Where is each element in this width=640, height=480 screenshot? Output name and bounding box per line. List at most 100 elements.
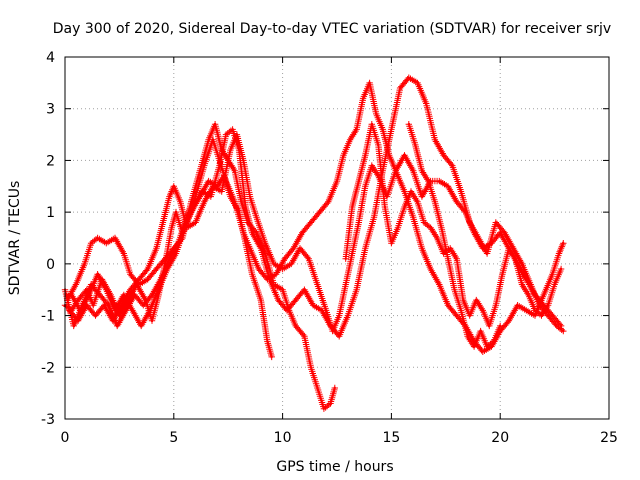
data-point xyxy=(403,190,406,193)
data-point xyxy=(503,231,506,234)
data-point xyxy=(377,143,380,147)
data-point xyxy=(324,309,328,312)
data-point xyxy=(398,86,402,90)
data-point xyxy=(177,242,180,245)
data-point xyxy=(303,335,306,338)
data-point xyxy=(292,247,295,250)
data-point xyxy=(233,200,236,203)
data-point xyxy=(348,138,352,141)
data-point xyxy=(390,128,393,131)
data-point xyxy=(120,304,123,307)
data-point xyxy=(142,304,145,307)
x-tick-label: 15 xyxy=(382,430,400,446)
data-point xyxy=(113,309,117,312)
data-point xyxy=(294,324,297,328)
data-point xyxy=(172,185,175,188)
data-point xyxy=(207,138,210,141)
data-point xyxy=(266,278,269,281)
data-point xyxy=(170,226,173,229)
data-point xyxy=(98,293,102,297)
data-point xyxy=(481,350,484,353)
data-point xyxy=(468,221,471,224)
data-point xyxy=(388,154,391,157)
data-point xyxy=(203,200,206,203)
data-point xyxy=(520,283,524,286)
y-tick-label: 0 xyxy=(46,257,55,273)
data-point xyxy=(74,283,78,286)
data-point xyxy=(233,169,236,172)
data-point xyxy=(281,267,284,271)
data-point xyxy=(146,267,149,271)
plot-frame xyxy=(64,56,610,420)
data-point xyxy=(479,329,482,333)
data-point xyxy=(168,257,171,260)
data-point xyxy=(542,293,545,297)
data-point xyxy=(116,324,119,328)
data-point xyxy=(403,154,406,157)
data-point xyxy=(207,179,210,183)
data-point xyxy=(355,128,358,131)
data-point xyxy=(429,226,432,229)
data-series-arc-2 xyxy=(64,121,338,412)
data-point xyxy=(274,273,278,276)
data-point xyxy=(150,319,154,322)
data-point xyxy=(255,216,258,219)
data-point xyxy=(364,154,367,157)
data-point xyxy=(209,195,212,198)
data-point xyxy=(174,252,178,255)
data-point xyxy=(118,314,121,317)
data-point xyxy=(185,216,189,219)
data-point xyxy=(200,190,204,193)
axis-ticks xyxy=(64,56,610,420)
data-point xyxy=(338,335,341,338)
data-point xyxy=(355,288,358,291)
y-tick-label: 3 xyxy=(46,102,55,118)
data-point xyxy=(157,288,160,291)
data-point xyxy=(455,314,458,317)
data-point xyxy=(481,309,484,312)
data-point xyxy=(159,278,162,281)
data-point xyxy=(89,283,93,286)
data-point xyxy=(327,200,330,203)
data-point xyxy=(416,200,419,203)
data-point xyxy=(533,309,537,312)
x-tick-label: 10 xyxy=(274,430,292,446)
data-point xyxy=(375,112,378,116)
data-point xyxy=(438,283,441,286)
data-point xyxy=(266,340,269,343)
data-point xyxy=(122,293,126,297)
data-point xyxy=(244,205,247,209)
y-tick-label: -1 xyxy=(41,309,55,325)
data-point xyxy=(155,267,158,271)
data-point xyxy=(468,314,471,317)
data-point xyxy=(137,278,141,281)
data-point xyxy=(488,324,491,328)
data-point xyxy=(237,148,241,152)
plus-markers xyxy=(342,121,565,330)
data-point xyxy=(499,324,502,328)
data-point xyxy=(96,236,99,240)
data-point xyxy=(250,231,254,234)
data-point xyxy=(155,247,158,250)
data-point xyxy=(105,288,108,291)
data-point xyxy=(433,200,437,203)
data-point xyxy=(259,298,262,302)
data-point xyxy=(107,304,110,307)
data-point xyxy=(309,366,313,369)
data-series-arc-6 xyxy=(342,121,565,330)
data-point xyxy=(290,262,293,266)
data-point xyxy=(420,169,424,172)
data-point xyxy=(242,231,245,234)
data-point xyxy=(92,304,95,307)
data-point xyxy=(361,97,365,100)
data-point xyxy=(364,185,367,188)
data-point xyxy=(89,242,93,245)
data-point xyxy=(529,283,532,286)
data-point xyxy=(429,267,432,271)
data-point xyxy=(146,278,149,281)
data-point xyxy=(455,200,458,203)
data-point xyxy=(542,304,545,307)
data-point xyxy=(140,324,143,328)
data-point xyxy=(407,123,410,126)
data-point xyxy=(211,138,215,141)
